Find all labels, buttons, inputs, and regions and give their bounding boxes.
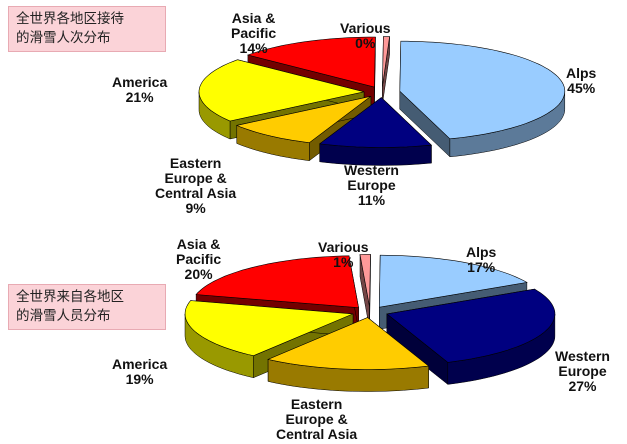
label-alps: Alps 17%	[466, 245, 496, 275]
value-label: 45%	[567, 80, 596, 96]
label-eastern-europe: Eastern Europe & Central Asia	[276, 397, 357, 442]
label-line: Europe &	[285, 411, 348, 427]
label-eastern-europe: Eastern Europe & Central Asia 9%	[155, 156, 236, 216]
chart-title-line: 的滑雪人次分布	[16, 30, 111, 46]
pie-slice-top	[399, 40, 566, 140]
label-line: Eastern	[290, 396, 343, 412]
label-line: Western	[344, 162, 399, 178]
label-asia-pacific: Asia & Pacific 14%	[231, 11, 276, 56]
pie-slice-top	[184, 300, 354, 357]
label-line: America	[112, 74, 168, 90]
label-line: Pacific	[176, 251, 222, 267]
value-label: 20%	[184, 266, 213, 282]
pie-slice-various	[382, 36, 390, 105]
label-line: Various	[318, 239, 369, 255]
pie-slice-top	[195, 255, 359, 309]
label-line: Various	[340, 20, 391, 36]
pie-slice-western-europe	[318, 96, 433, 166]
value-label: 9%	[185, 200, 206, 216]
pie-chart-skiers-plot	[184, 254, 556, 392]
pie-slice-top	[246, 36, 376, 88]
pie-slice-top	[386, 288, 556, 363]
value-label: 17%	[467, 259, 496, 275]
label-line: Europe	[347, 177, 396, 193]
pie-slice-eastern-europe-central-asia	[267, 316, 430, 392]
value-label: 0%	[355, 35, 376, 51]
chart-title-line: 全世界各地区接待	[16, 11, 124, 27]
chart-title-skiers: 全世界来自各地区 的滑雪人员分布	[8, 284, 166, 330]
label-line: Eastern	[169, 155, 222, 171]
chart-title-line: 的滑雪人员分布	[16, 308, 111, 324]
pie-slice-top	[267, 317, 430, 370]
pie-chart-skiers: 全世界来自各地区 的滑雪人员分布 Alps 17% Western Europe…	[0, 222, 627, 444]
pie-slice-top	[198, 59, 365, 122]
label-line: Pacific	[231, 25, 277, 41]
label-line: Alps	[466, 244, 497, 260]
value-label: 1%	[333, 254, 354, 270]
label-western-europe: Western Europe 11%	[344, 163, 399, 208]
label-line: Asia &	[231, 10, 276, 26]
label-line: Asia &	[176, 236, 221, 252]
label-various: Various 0%	[340, 21, 391, 51]
pie-slice-top	[382, 36, 390, 87]
label-various: Various 1%	[318, 240, 369, 270]
label-line: Europe	[558, 363, 607, 379]
chart-title-visits: 全世界各地区接待 的滑雪人次分布	[8, 6, 166, 52]
value-label: 19%	[125, 371, 154, 387]
pie-slice-top	[235, 96, 372, 144]
label-line: Europe &	[164, 170, 227, 186]
label-alps: Alps 45%	[566, 66, 596, 96]
pie-slice-top	[318, 97, 433, 148]
label-western-europe: Western Europe 27%	[555, 349, 610, 394]
label-line: Central Asia	[155, 185, 237, 201]
label-asia-pacific: Asia & Pacific 20%	[176, 237, 221, 282]
chart-title-line: 全世界来自各地区	[16, 289, 124, 305]
pie-chart-visits: 全世界各地区接待 的滑雪人次分布 Alps 45% Western Europe…	[8, 6, 596, 216]
pie-slice-western-europe	[386, 288, 556, 385]
label-line: Western	[555, 348, 610, 364]
label-line: Alps	[566, 65, 597, 81]
value-label: 27%	[568, 378, 597, 394]
value-label: 14%	[239, 40, 268, 56]
pie-slice-top	[359, 254, 371, 307]
label-line: Central Asia	[276, 426, 358, 442]
pie-slice-alps	[399, 40, 566, 158]
label-america: America 19%	[112, 357, 167, 387]
label-america: America 21%	[112, 75, 167, 105]
value-label: 11%	[357, 192, 386, 208]
pie-slice-top	[378, 254, 528, 308]
pie-chart-visits-plot	[198, 36, 566, 166]
label-line: America	[112, 356, 168, 372]
value-label: 21%	[125, 89, 154, 105]
